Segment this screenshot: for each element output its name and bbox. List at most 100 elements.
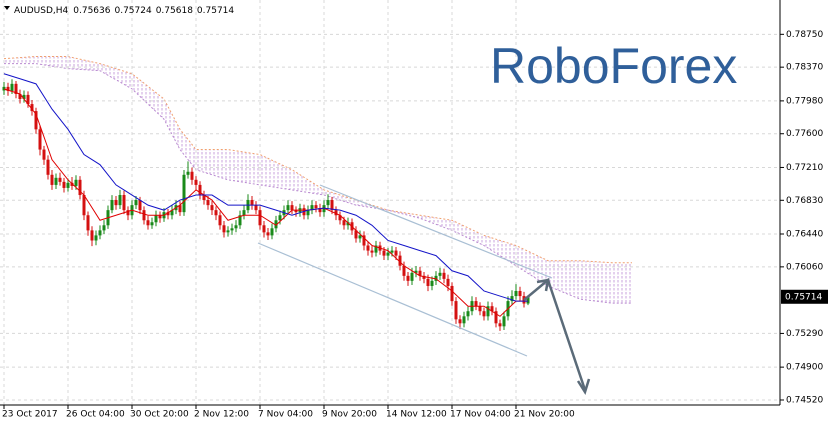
candle-body xyxy=(458,319,462,324)
channel-lower xyxy=(257,242,528,357)
candle-body xyxy=(214,210,218,216)
open: 0.75636 xyxy=(73,6,110,16)
candle-body xyxy=(62,181,66,188)
candle-body xyxy=(14,83,18,94)
candle-body xyxy=(66,182,70,188)
candle-body xyxy=(330,200,334,211)
x-tick-label: 21 Nov 20:00 xyxy=(514,410,575,420)
candle-body xyxy=(238,215,242,226)
candle-body xyxy=(218,215,222,226)
candle-body xyxy=(170,210,174,216)
candle-body xyxy=(366,245,370,251)
candle-body xyxy=(34,111,38,130)
candle-body xyxy=(202,195,206,201)
candle-body xyxy=(398,255,402,266)
y-tick-label: 0.78750 xyxy=(786,30,823,40)
y-tick-label: 0.76060 xyxy=(786,262,823,272)
candle-body xyxy=(126,210,130,216)
candle-body xyxy=(90,230,94,241)
candle-body xyxy=(346,222,350,226)
candle-body xyxy=(6,86,10,91)
candle-body xyxy=(510,296,514,302)
candle-body xyxy=(422,275,426,279)
candle-body xyxy=(418,270,422,276)
candle-body xyxy=(10,83,14,91)
candle-body xyxy=(390,250,394,253)
candle-body xyxy=(98,230,102,236)
cloud-upper xyxy=(3,56,632,264)
chart-header: AUDUSD,H4 0.75636 0.75724 0.75618 0.75714 xyxy=(14,6,234,16)
candle-body xyxy=(406,275,410,281)
y-tick-label: 0.77210 xyxy=(786,163,823,173)
candle-body xyxy=(514,290,518,297)
candle-body xyxy=(146,220,150,226)
candle-body xyxy=(454,301,458,320)
candle-body xyxy=(274,220,278,229)
candle-body xyxy=(462,316,466,324)
candle-body xyxy=(190,171,194,180)
candle-body xyxy=(482,311,486,317)
candle-body xyxy=(82,195,86,216)
candle-body xyxy=(198,184,202,196)
candle-body xyxy=(486,306,490,317)
candle-body xyxy=(358,235,362,239)
candle-body xyxy=(334,210,338,216)
candle-body xyxy=(94,235,98,241)
candle-body xyxy=(326,200,330,206)
candle-body xyxy=(262,225,266,233)
candle-body xyxy=(414,270,418,273)
candle-body xyxy=(254,205,258,211)
candle-body xyxy=(306,210,310,216)
candle-body xyxy=(386,252,390,256)
y-tick-label: 0.74520 xyxy=(786,395,823,405)
candle-body xyxy=(362,235,366,246)
candle-body xyxy=(526,296,530,304)
candle-body xyxy=(294,210,298,213)
candle-body xyxy=(134,200,138,206)
forecast-arrow xyxy=(523,277,591,395)
indicator-line xyxy=(3,73,528,302)
candle-body xyxy=(354,230,358,239)
candle-body xyxy=(86,215,90,231)
candle-body xyxy=(402,265,406,276)
candle-body xyxy=(234,225,238,229)
candle-body xyxy=(266,232,270,236)
candle-body xyxy=(338,215,342,221)
candle-body xyxy=(158,215,162,219)
candle-body xyxy=(442,272,446,279)
y-tick-label: 0.74900 xyxy=(786,363,823,373)
candle-body xyxy=(370,250,374,253)
candle-body xyxy=(230,228,234,231)
plot-layer xyxy=(2,73,530,331)
cloud-layer xyxy=(3,56,632,304)
candle-body xyxy=(142,210,146,221)
candle-body xyxy=(250,200,254,206)
high: 0.75724 xyxy=(114,6,151,16)
y-tick-label: 0.78370 xyxy=(786,63,823,73)
candle-body xyxy=(50,174,54,185)
candle-body xyxy=(410,272,414,281)
candle-body xyxy=(474,301,478,307)
candle-body xyxy=(426,278,430,286)
close: 0.75714 xyxy=(197,6,234,16)
candle-body xyxy=(258,210,262,226)
cloud-lower xyxy=(4,63,632,304)
candle-body xyxy=(314,205,318,209)
candle-body xyxy=(30,104,34,112)
cloud-fill xyxy=(4,56,632,304)
candle-body xyxy=(278,215,282,221)
x-tick-label: 30 Oct 20:00 xyxy=(130,410,189,420)
x-tick-label: 17 Nov 04:00 xyxy=(450,410,511,420)
candle-body xyxy=(318,208,322,213)
candle-body xyxy=(394,250,398,256)
candle-body xyxy=(2,86,6,91)
candle-body xyxy=(78,179,82,196)
candle-body xyxy=(138,200,142,211)
candle-body xyxy=(74,179,78,186)
candle-body xyxy=(102,225,106,231)
candle-body xyxy=(222,225,226,233)
menu-arrow xyxy=(4,6,10,10)
arrow-head xyxy=(536,278,550,292)
candle-body xyxy=(26,94,30,105)
